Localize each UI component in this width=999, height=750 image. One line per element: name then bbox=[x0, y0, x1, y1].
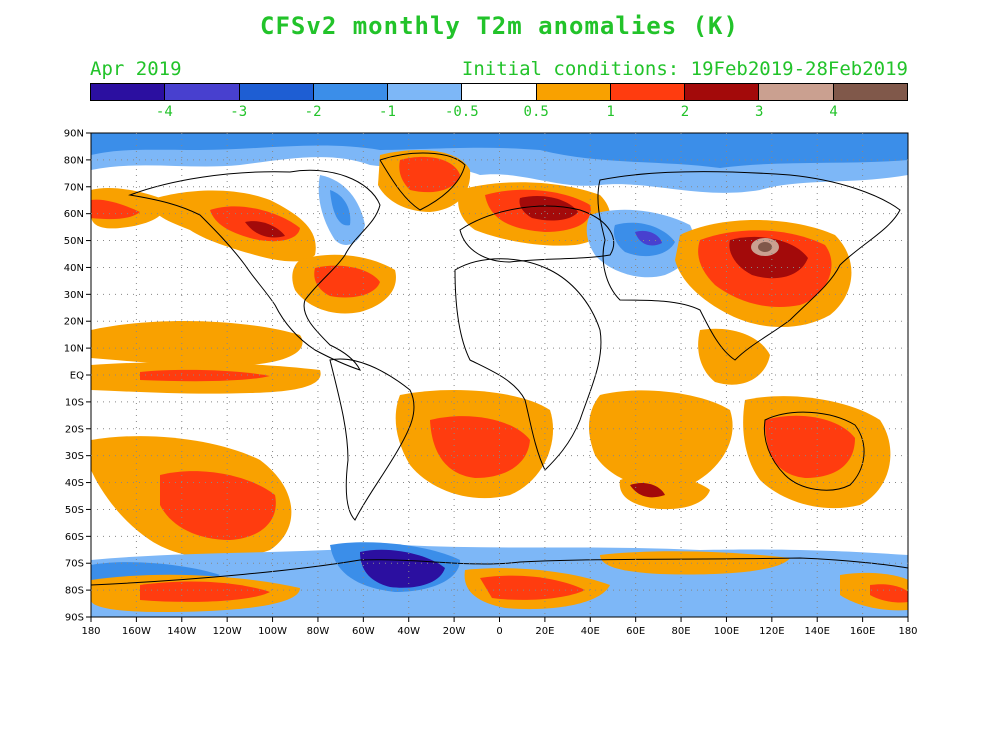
legend-label: -0.5 bbox=[444, 104, 479, 120]
legend-swatch bbox=[91, 84, 166, 100]
lon-label: 0 bbox=[496, 626, 502, 637]
lat-label: 60N bbox=[64, 209, 84, 220]
coastlines bbox=[91, 152, 908, 586]
legend-swatch bbox=[239, 84, 314, 100]
lon-label: 20E bbox=[535, 626, 554, 637]
forecast-month: Apr 2019 bbox=[90, 58, 182, 80]
lon-label: 120E bbox=[759, 626, 784, 637]
lat-label: 40S bbox=[65, 478, 84, 489]
legend-label: -2 bbox=[304, 104, 322, 120]
lat-label: 20S bbox=[65, 424, 84, 435]
lat-label: 30N bbox=[64, 290, 84, 301]
lon-label: 100E bbox=[714, 626, 739, 637]
legend-label: 2 bbox=[680, 104, 690, 120]
lon-label: 100W bbox=[258, 626, 287, 637]
lon-label: 140E bbox=[805, 626, 830, 637]
lon-label: 120W bbox=[213, 626, 242, 637]
initial-conditions: Initial conditions: 19Feb2019-28Feb2019 bbox=[461, 58, 908, 80]
legend-label: 3 bbox=[755, 104, 764, 120]
gridlines bbox=[91, 133, 908, 617]
north-pacific-warm bbox=[91, 320, 303, 366]
lon-label: 60E bbox=[626, 626, 645, 637]
lon-label: 160E bbox=[850, 626, 875, 637]
lat-label: 80S bbox=[65, 586, 84, 597]
lon-label: 60W bbox=[352, 626, 375, 637]
lon-label: 80E bbox=[672, 626, 691, 637]
legend-swatch bbox=[462, 84, 537, 100]
lon-label: 40E bbox=[581, 626, 600, 637]
antarctic-cold-core bbox=[360, 549, 445, 588]
lon-label: 140W bbox=[167, 626, 196, 637]
legend-swatch bbox=[610, 84, 686, 100]
lat-label: 30S bbox=[65, 451, 84, 462]
indian-ocean-warm bbox=[588, 390, 733, 489]
legend-label: -1 bbox=[379, 104, 396, 120]
longitude-axis: 180 160W 140W 120W 100W 80W 60W 40W 20W 0 20E 40E 60… bbox=[81, 617, 918, 637]
lat-label: 60S bbox=[65, 532, 84, 543]
lat-label: 90S bbox=[65, 613, 84, 624]
legend-swatch bbox=[313, 84, 389, 100]
legend-swatch bbox=[388, 84, 463, 100]
legend-label: -4 bbox=[155, 104, 173, 120]
legend-swatch bbox=[759, 84, 834, 100]
legend-label: 4 bbox=[829, 104, 838, 120]
lat-label: 40N bbox=[64, 263, 84, 274]
lon-label: 20W bbox=[443, 626, 466, 637]
lon-label: 80W bbox=[307, 626, 330, 637]
lon-label: 180 bbox=[898, 626, 917, 637]
lat-label: 70N bbox=[64, 182, 84, 193]
lat-label: 70S bbox=[65, 559, 84, 570]
lat-label: 10S bbox=[65, 397, 84, 408]
legend-label: -3 bbox=[230, 104, 248, 120]
legend-swatch bbox=[165, 84, 240, 100]
lon-label: 160W bbox=[122, 626, 151, 637]
lat-label: 20N bbox=[64, 317, 84, 328]
lat-label: EQ bbox=[70, 371, 84, 382]
lat-label: 10N bbox=[64, 344, 84, 355]
legend-swatch bbox=[536, 84, 611, 100]
legend-label: 0.5 bbox=[523, 104, 549, 120]
latitude-axis: 90N 80N 70N 60N 50N 40N 30N 20N 10N EQ 10S 20S 30S 40… bbox=[64, 129, 91, 624]
chart-title: CFSv2 monthly T2m anomalies (K) bbox=[260, 12, 739, 40]
lat-label: 80N bbox=[64, 155, 84, 166]
legend-swatch bbox=[833, 84, 907, 100]
lon-label: 180 bbox=[81, 626, 100, 637]
lat-label: 50N bbox=[64, 236, 84, 247]
legend-label: 1 bbox=[606, 104, 615, 120]
color-legend-bar bbox=[90, 83, 908, 101]
lon-label: 40W bbox=[397, 626, 420, 637]
lat-label: 90N bbox=[64, 129, 84, 140]
legend-swatch bbox=[685, 84, 760, 100]
lat-label: 50S bbox=[65, 505, 84, 516]
